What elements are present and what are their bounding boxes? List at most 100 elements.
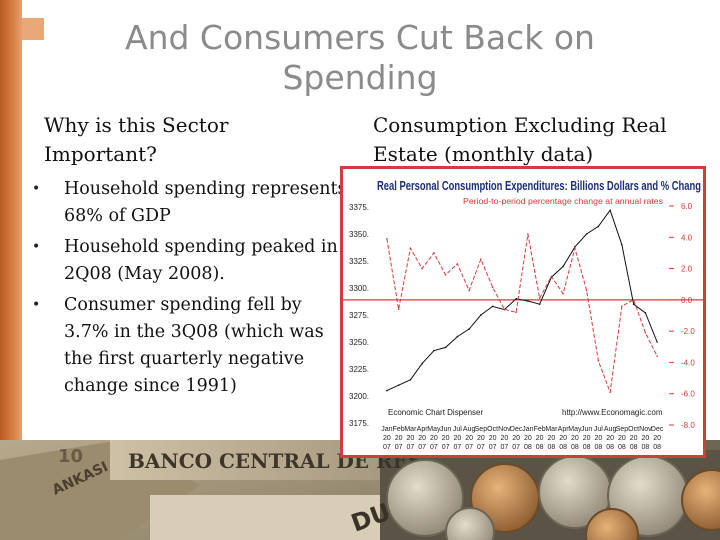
y-left-tick-label: 3300.	[349, 284, 369, 293]
series-point-percent-change	[574, 247, 576, 250]
series-point-percent-change	[515, 311, 517, 314]
x-tick-label-year: 07	[430, 444, 438, 451]
x-tick-label-year: 08	[524, 444, 532, 451]
y-right-tick-label: -6.0	[681, 390, 695, 399]
series-point-percent-change	[456, 263, 459, 265]
series-point-percent-change	[632, 299, 635, 301]
series-point-level	[621, 244, 623, 246]
bullet-text: Consumer spending fell by 3.7% in the 3Q…	[64, 295, 324, 396]
x-tick-label-century: 20	[641, 435, 649, 442]
x-tick-label-century: 20	[547, 435, 555, 442]
y-left-tick-label: 3175.	[349, 419, 369, 428]
x-tick-label-century: 20	[430, 435, 438, 442]
y-left-tick-label: 3250.	[349, 338, 369, 347]
x-tick-label-century: 20	[500, 435, 508, 442]
x-tick-label-century: 20	[489, 435, 497, 442]
x-tick-label-century: 20	[453, 435, 461, 442]
x-tick-label-century: 20	[536, 435, 544, 442]
chart-title: Real Personal Consumption Expenditures: …	[377, 179, 701, 193]
series-point-percent-change	[397, 308, 400, 311]
banknote-text: 10	[58, 446, 83, 467]
x-tick-label-century: 20	[559, 435, 567, 442]
series-point-percent-change	[491, 286, 494, 289]
x-tick-label-century: 20	[418, 435, 426, 442]
bullet-dot-icon: •	[32, 297, 41, 313]
x-tick-label-year: 08	[559, 444, 567, 451]
y-left-tick-label: 3350.	[349, 230, 369, 239]
x-tick-label-year: 08	[547, 444, 555, 451]
series-point-percent-change	[421, 267, 423, 270]
series-point-level	[656, 341, 658, 343]
x-tick-label-century: 20	[618, 435, 626, 442]
x-tick-label-month: Jan	[522, 426, 533, 433]
x-tick-label-year: 08	[641, 444, 649, 451]
x-tick-label-month: Jan	[381, 426, 392, 433]
chart-credit-right: http://www.Economagic.com	[562, 408, 663, 417]
y-left-tick-label: 3225.	[349, 365, 369, 374]
currency-photo-graphic: BANCO CENTRAL DE RES ANKASI DU 10	[0, 440, 720, 540]
x-tick-label-month: Jul	[594, 426, 603, 433]
x-tick-label-year: 07	[477, 444, 485, 451]
y-left-tick-label: 3325.	[349, 257, 369, 266]
y-right-tick-label: -4.0	[681, 358, 695, 367]
series-point-level	[538, 303, 541, 305]
series-point-level	[644, 312, 647, 314]
x-tick-label-month: Jun	[440, 426, 451, 433]
x-tick-label-year: 07	[489, 444, 497, 451]
series-point-percent-change	[468, 289, 470, 292]
currency-photo: BANCO CENTRAL DE RES ANKASI DU 10	[0, 440, 720, 540]
x-tick-label-year: 07	[453, 444, 461, 451]
series-point-percent-change	[644, 331, 647, 334]
bullet-dot-icon: •	[32, 181, 41, 197]
series-point-level	[468, 328, 470, 330]
bullet-text: Household spending represents 68% of GDP	[64, 179, 347, 226]
x-tick-label-century: 20	[442, 435, 450, 442]
x-tick-label-year: 07	[465, 444, 473, 451]
x-tick-label-year: 07	[395, 444, 403, 451]
series-point-level	[562, 265, 564, 268]
x-tick-label-month: Jun	[581, 426, 592, 433]
x-tick-label-year: 07	[442, 444, 450, 451]
x-tick-label-year: 08	[630, 444, 638, 451]
series-point-percent-change	[656, 355, 658, 357]
y-right-tick-label: 6.0	[681, 202, 693, 211]
x-tick-label-month: Dec	[651, 426, 664, 433]
bullet-text: Household spending peaked in 2Q08 (May 2…	[64, 237, 338, 284]
x-tick-label-month: Apr	[558, 426, 570, 433]
x-tick-label-century: 20	[524, 435, 532, 442]
x-tick-label-century: 20	[512, 435, 520, 442]
x-tick-label-month: Dec	[510, 426, 523, 433]
x-tick-label-century: 20	[583, 435, 591, 442]
series-point-level	[386, 389, 388, 392]
x-tick-label-month: Oct	[487, 426, 498, 433]
x-tick-label-year: 08	[618, 444, 626, 451]
y-right-tick-label: -2.0	[681, 327, 695, 336]
series-point-level	[609, 209, 611, 212]
series-point-percent-change	[503, 308, 506, 311]
x-tick-label-year: 07	[418, 444, 426, 451]
x-tick-label-century: 20	[630, 435, 638, 442]
x-tick-label-month: Mar	[545, 426, 558, 433]
x-tick-label-century: 20	[606, 435, 614, 442]
series-point-level	[585, 233, 588, 235]
series-point-percent-change	[621, 305, 623, 307]
x-tick-label-century: 20	[406, 435, 414, 442]
x-tick-label-month: Nov	[498, 426, 511, 433]
series-point-percent-change	[480, 258, 482, 260]
series-point-level	[515, 298, 517, 300]
series-point-percent-change	[433, 252, 435, 254]
x-tick-label-year: 07	[406, 444, 414, 451]
series-point-level	[421, 362, 423, 365]
series-point-level	[597, 225, 600, 228]
series-point-percent-change	[562, 292, 564, 295]
series-point-level	[632, 303, 635, 305]
left-accent-bar	[0, 0, 22, 540]
bullet-item: • Household spending peaked in 2Q08 (May …	[30, 234, 350, 288]
x-tick-label-month: Aug	[604, 426, 617, 433]
x-tick-label-year: 08	[594, 444, 602, 451]
x-tick-label-year: 07	[500, 444, 508, 451]
x-tick-label-month: May	[568, 426, 582, 433]
consumption-chart: Real Personal Consumption Expenditures: …	[343, 179, 703, 451]
x-tick-label-year: 08	[536, 444, 544, 451]
series-point-percent-change	[386, 238, 388, 240]
